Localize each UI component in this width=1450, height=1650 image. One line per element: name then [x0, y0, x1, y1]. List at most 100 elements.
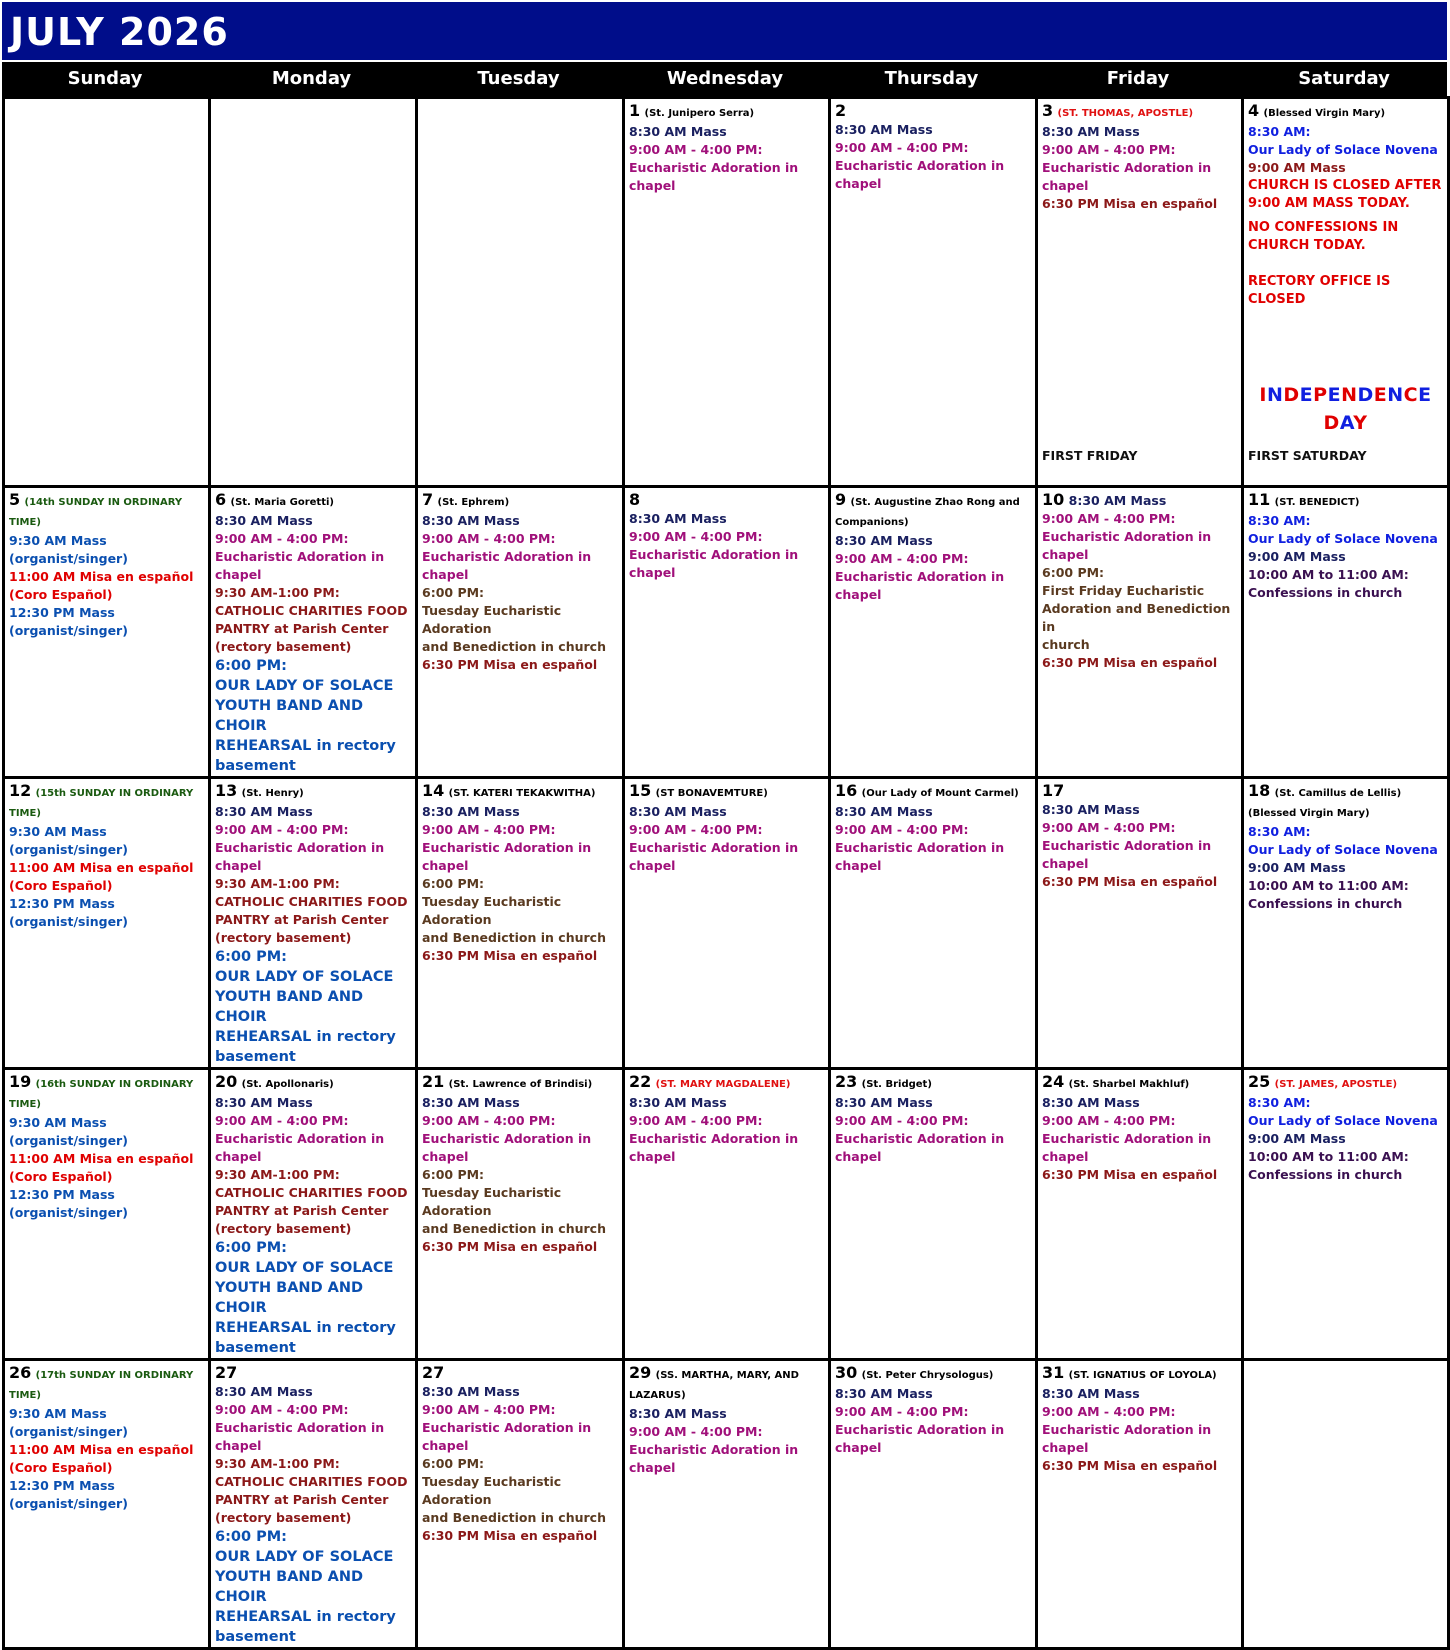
- day-cell-30[interactable]: 30 (St. Peter Chrysologus) 8:30 AM Mass 9:…: [828, 1358, 1038, 1650]
- day-cell-22[interactable]: 22 (ST. MARY MAGDALENE) 8:30 AM Mass 9:00 …: [622, 1067, 831, 1361]
- day-cell-31[interactable]: 31 (ST. IGNATIUS OF LOYOLA) 8:30 AM Mass 9…: [1035, 1358, 1244, 1650]
- feast-name: (St. Augustine Zhao Rong and Companions): [835, 497, 1020, 528]
- day-number: 22: [629, 1072, 652, 1091]
- youth-band-line: YOUTH BAND AND CHOIR: [215, 1569, 364, 1605]
- weekday-tuesday: Tuesday: [477, 68, 560, 89]
- event-line: Eucharistic Adoration in chapel: [1042, 1422, 1212, 1455]
- feast-name: (SS. MARTHA, MARY, AND LAZARUS): [629, 1370, 799, 1401]
- event-line: 10:00 AM to 11:00 AM:: [1248, 567, 1409, 582]
- day-cell-29[interactable]: 29 (SS. MARTHA, MARY, AND LAZARUS) 8:30 A…: [622, 1358, 831, 1650]
- day-cell-10[interactable]: 10 8:30 AM Mass 9:00 AM - 4:00 PM: Euchari…: [1035, 485, 1244, 779]
- day-cell-18[interactable]: 18 (St. Camillus de Lellis) (Blessed Vir…: [1241, 776, 1450, 1070]
- empty-day-cell: [2, 96, 211, 488]
- day-cell-16[interactable]: 16 (Our Lady of Mount Carmel) 8:30 AM Mas…: [828, 776, 1038, 1070]
- day-heading: 26 (17th SUNDAY IN ORDINARY TIME): [9, 1364, 205, 1405]
- event-line: 9:00 AM - 4:00 PM:: [215, 531, 349, 546]
- day-cell-7[interactable]: 7 (St. Ephrem) 8:30 AM Mass 9:00 AM - 4:00…: [415, 485, 625, 779]
- day-number: 16: [835, 781, 858, 800]
- event-line: CATHOLIC CHARITIES FOOD: [215, 603, 408, 618]
- event-line: 9:00 AM - 4:00 PM:: [1042, 511, 1176, 526]
- event-line: 9:00 AM - 4:00 PM:: [629, 1113, 763, 1128]
- day-heading: 7 (St. Ephrem): [422, 491, 619, 512]
- weekday-saturday: Saturday: [1298, 68, 1390, 89]
- first-day-label: FIRST FRIDAY: [1042, 448, 1138, 463]
- day-cell-2[interactable]: 2 8:30 AM Mass 9:00 AM - 4:00 PM: Eucharist…: [828, 96, 1038, 488]
- youth-band-line: 6:00 PM:: [215, 1240, 287, 1256]
- event-line: 11:00 AM Misa en español: [9, 1442, 194, 1457]
- feast-name: (St. Sharbel Makhluf): [1068, 1079, 1190, 1090]
- event-line: 12:30 PM Mass: [9, 1187, 115, 1202]
- day-heading: 18 (St. Camillus de Lellis) (Blessed Vir…: [1248, 782, 1444, 823]
- day-cell-1[interactable]: 1 (St. Junipero Serra) 8:30 AM Mass 9:00 A…: [622, 96, 831, 488]
- day-number: 20: [215, 1072, 238, 1091]
- youth-band-line: YOUTH BAND AND CHOIR: [215, 698, 364, 734]
- day-cell-15[interactable]: 15 (ST BONAVEMTURE) 8:30 AM Mass 9:00 AM -…: [622, 776, 831, 1070]
- event-line: 6:30 PM Misa en español: [1042, 1167, 1218, 1182]
- day-cell-24[interactable]: 24 (St. Sharbel Makhluf) 8:30 AM Mass 9:00…: [1035, 1067, 1244, 1361]
- youth-band-line: YOUTH BAND AND CHOIR: [215, 989, 364, 1025]
- feast-name: (St. Camillus de Lellis) (Blessed Virgin…: [1248, 788, 1402, 819]
- day-cell-26[interactable]: 26 (17th SUNDAY IN ORDINARY TIME) 9:30 AM…: [2, 1358, 211, 1650]
- day-number: 29: [629, 1363, 652, 1382]
- event-line: 9:30 AM Mass: [9, 1406, 107, 1421]
- day-number: 27: [215, 1363, 238, 1382]
- event-line: 9:00 AM - 4:00 PM:: [215, 1402, 349, 1417]
- feast-name: (ST BONAVEMTURE): [655, 788, 768, 799]
- day-heading: 19 (16th SUNDAY IN ORDINARY TIME): [9, 1073, 205, 1114]
- event-line: 8:30 AM Mass: [835, 1386, 933, 1401]
- event-line: 8:30 AM:: [1248, 824, 1311, 839]
- day-cell-17[interactable]: 17 8:30 AM Mass 9:00 AM - 4:00 PM: Eucharis…: [1035, 776, 1244, 1070]
- event-line: 9:00 AM - 4:00 PM:: [835, 140, 969, 155]
- day-number: 27: [422, 1363, 445, 1382]
- day-heading: 13 (St. Henry): [215, 782, 412, 803]
- event-line: 8:30 AM Mass: [1042, 1095, 1140, 1110]
- day-cell-27[interactable]: 27 8:30 AM Mass 9:00 AM - 4:00 PM: Eucharis…: [208, 1358, 418, 1650]
- event-line: Eucharistic Adoration in chapel: [629, 547, 799, 580]
- day-number: 25: [1248, 1072, 1271, 1091]
- event-line: 6:30 PM Misa en español: [422, 1528, 598, 1543]
- day-cell-25[interactable]: 25 (ST. JAMES, APOSTLE) 8:30 AM: Our Lady …: [1241, 1067, 1450, 1361]
- day-cell-20[interactable]: 20 (St. Apollonaris) 8:30 AM Mass 9:00 AM …: [208, 1067, 418, 1361]
- event-line: 8:30 AM Mass: [1042, 124, 1140, 139]
- event-line: Confessions in church: [1248, 896, 1403, 911]
- event-line: 8:30 AM:: [1248, 124, 1311, 139]
- feast-name: (ST. KATERI TEKAKWITHA): [448, 788, 596, 799]
- event-line: (Coro Español): [9, 587, 113, 602]
- event-line: (organist/singer): [9, 842, 128, 857]
- day-cell-4[interactable]: 4 (Blessed Virgin Mary) 8:30 AM: Our Lady …: [1241, 96, 1450, 488]
- day-cell-3[interactable]: 3 (ST. THOMAS, APOSTLE) 8:30 AM Mass 9:00 …: [1035, 96, 1244, 488]
- day-cell-23[interactable]: 23 (St. Bridget) 8:30 AM Mass 9:00 AM - 4:…: [828, 1067, 1038, 1361]
- event-line: 9:00 AM Mass: [1248, 860, 1346, 875]
- day-heading: 4 (Blessed Virgin Mary): [1248, 102, 1444, 123]
- day-cell-12[interactable]: 12 (15th SUNDAY IN ORDINARY TIME) 9:30 AM…: [2, 776, 211, 1070]
- event-line: 12:30 PM Mass: [9, 896, 115, 911]
- closure-notice: CHURCH IS CLOSED AFTER 9:00 AM MASS TODA…: [1248, 178, 1442, 211]
- weekday-friday: Friday: [1106, 68, 1170, 89]
- event-line: 8:30 AM Mass: [422, 804, 520, 819]
- event-line: 8:30 AM Mass: [835, 804, 933, 819]
- day-cell-5[interactable]: 5 (14th SUNDAY IN ORDINARY TIME) 9:30 AM …: [2, 485, 211, 779]
- event-line: Our Lady of Solace Novena: [1248, 531, 1438, 546]
- event-line: Eucharistic Adoration in chapel: [835, 569, 1005, 602]
- day-cell-6[interactable]: 6 (St. Maria Goretti) 8:30 AM Mass 9:00 AM…: [208, 485, 418, 779]
- feast-name: (17th SUNDAY IN ORDINARY TIME): [9, 1370, 194, 1401]
- day-cell-8[interactable]: 8 8:30 AM Mass 9:00 AM - 4:00 PM: Eucharist…: [622, 485, 831, 779]
- day-cell-21[interactable]: 21 (St. Lawrence of Brindisi) 8:30 AM Mas…: [415, 1067, 625, 1361]
- event-line: 10:00 AM to 11:00 AM:: [1248, 878, 1409, 893]
- feast-name: (Our Lady of Mount Carmel): [861, 788, 1019, 799]
- event-line: 8:30 AM Mass: [215, 1095, 313, 1110]
- day-heading: 2: [835, 102, 1032, 121]
- day-cell-27[interactable]: 27 8:30 AM Mass 9:00 AM - 4:00 PM: Eucharis…: [415, 1358, 625, 1650]
- event-line: 9:00 AM - 4:00 PM:: [1042, 1113, 1176, 1128]
- day-heading: 27: [422, 1364, 619, 1383]
- first-day-label: FIRST SATURDAY: [1248, 448, 1367, 463]
- day-number: 24: [1042, 1072, 1065, 1091]
- event-line: 8:30 AM Mass: [422, 1095, 520, 1110]
- day-cell-19[interactable]: 19 (16th SUNDAY IN ORDINARY TIME) 9:30 AM…: [2, 1067, 211, 1361]
- day-heading: 1 (St. Junipero Serra): [629, 102, 825, 123]
- event-line: CATHOLIC CHARITIES FOOD: [215, 1474, 408, 1489]
- day-cell-14[interactable]: 14 (ST. KATERI TEKAKWITHA) 8:30 AM Mass 9:…: [415, 776, 625, 1070]
- day-cell-13[interactable]: 13 (St. Henry) 8:30 AM Mass 9:00 AM - 4:00…: [208, 776, 418, 1070]
- day-cell-11[interactable]: 11 (ST. BENEDICT) 8:30 AM: Our Lady of Sol…: [1241, 485, 1450, 779]
- day-cell-9[interactable]: 9 (St. Augustine Zhao Rong and Companion…: [828, 485, 1038, 779]
